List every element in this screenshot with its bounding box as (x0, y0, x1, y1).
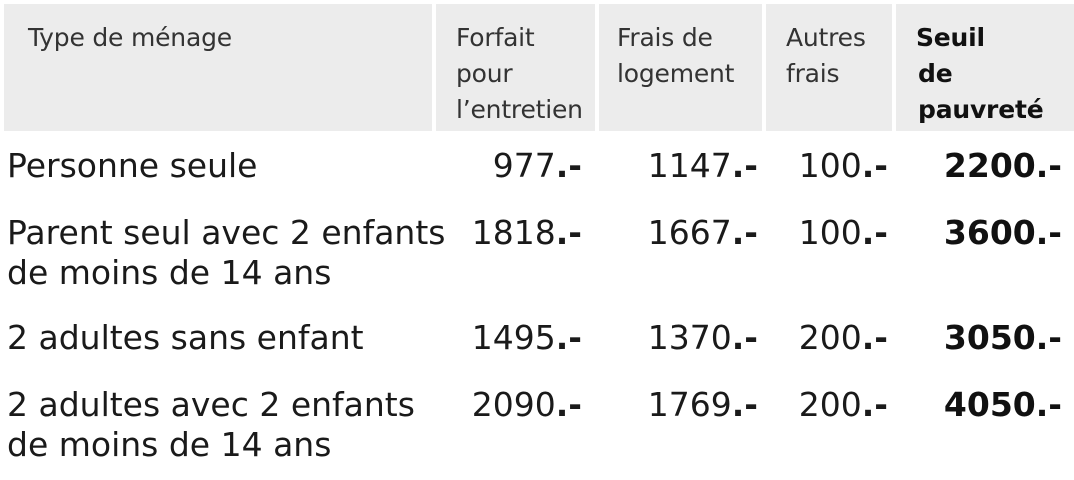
value-suffix: .- (731, 318, 758, 357)
value-cell: 977.- (493, 146, 582, 186)
value-number: 4050 (943, 385, 1036, 424)
value-number: 2090 (471, 385, 556, 424)
header-cell-2: Frais de logement (599, 4, 762, 131)
header-text: Type de ménage (28, 23, 232, 52)
value-suffix: .- (731, 213, 758, 252)
header-cell-1: Forfait pour l’entretien (436, 4, 595, 131)
header-text: l’entretien (456, 95, 583, 124)
value-suffix: .- (1035, 213, 1062, 252)
header-text: Autres (786, 23, 866, 52)
header-text: frais (786, 59, 840, 88)
value-number: 1667 (647, 213, 732, 252)
header-text: de pauvreté (918, 59, 1044, 124)
value-suffix: .- (861, 385, 888, 424)
value-cell: 1147.- (648, 146, 758, 186)
value-number: 1370 (647, 318, 732, 357)
header-cell-0: Type de ménage (4, 4, 432, 131)
header-cell-4: Seuil de pauvreté (896, 4, 1074, 131)
value-cell: 2090.- (472, 385, 582, 425)
value-number: 100 (798, 213, 862, 252)
row-label: de moins de 14 ans (7, 253, 332, 292)
value-suffix: .- (1035, 318, 1062, 357)
header-text: logement (617, 59, 735, 88)
value-cell: 200.- (799, 318, 888, 358)
value-cell: 1818.- (472, 213, 582, 253)
value-number: 1495 (471, 318, 556, 357)
header-text: Frais de (617, 23, 713, 52)
header-text: pour (456, 59, 513, 88)
value-suffix: .- (861, 213, 888, 252)
value-cell: 1495.- (472, 318, 582, 358)
row-label: 2 adultes avec 2 enfants (7, 385, 415, 424)
value-cell: 2200.- (944, 146, 1062, 186)
value-number: 2200 (943, 146, 1036, 185)
value-number: 200 (798, 385, 862, 424)
value-number: 977 (492, 146, 556, 185)
value-suffix: .- (555, 213, 582, 252)
value-number: 3050 (943, 318, 1036, 357)
value-cell: 100.- (799, 213, 888, 253)
value-number: 1147 (647, 146, 732, 185)
value-cell: 4050.- (944, 385, 1062, 425)
row-label: Personne seule (7, 146, 258, 185)
header-text: Forfait (456, 23, 535, 52)
value-cell: 200.- (799, 385, 888, 425)
value-cell: 1370.- (648, 318, 758, 358)
row-label: Parent seul avec 2 enfants (7, 213, 446, 252)
value-cell: 100.- (799, 146, 888, 186)
value-number: 1769 (647, 385, 732, 424)
value-number: 1818 (471, 213, 556, 252)
value-cell: 3050.- (944, 318, 1062, 358)
value-suffix: .- (555, 385, 582, 424)
value-suffix: .- (555, 318, 582, 357)
value-cell: 3600.- (944, 213, 1062, 253)
value-suffix: .- (731, 146, 758, 185)
value-number: 3600 (943, 213, 1036, 252)
value-number: 100 (798, 146, 862, 185)
value-suffix: .- (861, 146, 888, 185)
value-cell: 1769.- (648, 385, 758, 425)
header-cell-3: Autres frais (766, 4, 892, 131)
row-label: de moins de 14 ans (7, 425, 332, 464)
row-label: 2 adultes sans enfant (7, 318, 364, 357)
value-cell: 1667.- (648, 213, 758, 253)
value-suffix: .- (861, 318, 888, 357)
value-suffix: .- (731, 385, 758, 424)
value-suffix: .- (555, 146, 582, 185)
header-text: Seuil (916, 23, 985, 52)
value-number: 200 (798, 318, 862, 357)
value-suffix: .- (1035, 385, 1062, 424)
value-suffix: .- (1035, 146, 1062, 185)
